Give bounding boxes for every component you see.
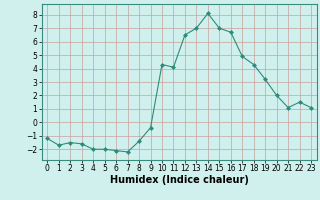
- X-axis label: Humidex (Indice chaleur): Humidex (Indice chaleur): [110, 175, 249, 185]
